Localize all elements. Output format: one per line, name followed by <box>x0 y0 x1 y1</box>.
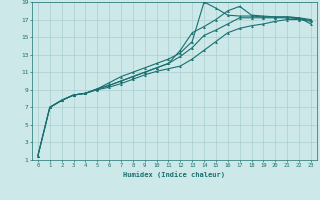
X-axis label: Humidex (Indice chaleur): Humidex (Indice chaleur) <box>124 171 225 178</box>
